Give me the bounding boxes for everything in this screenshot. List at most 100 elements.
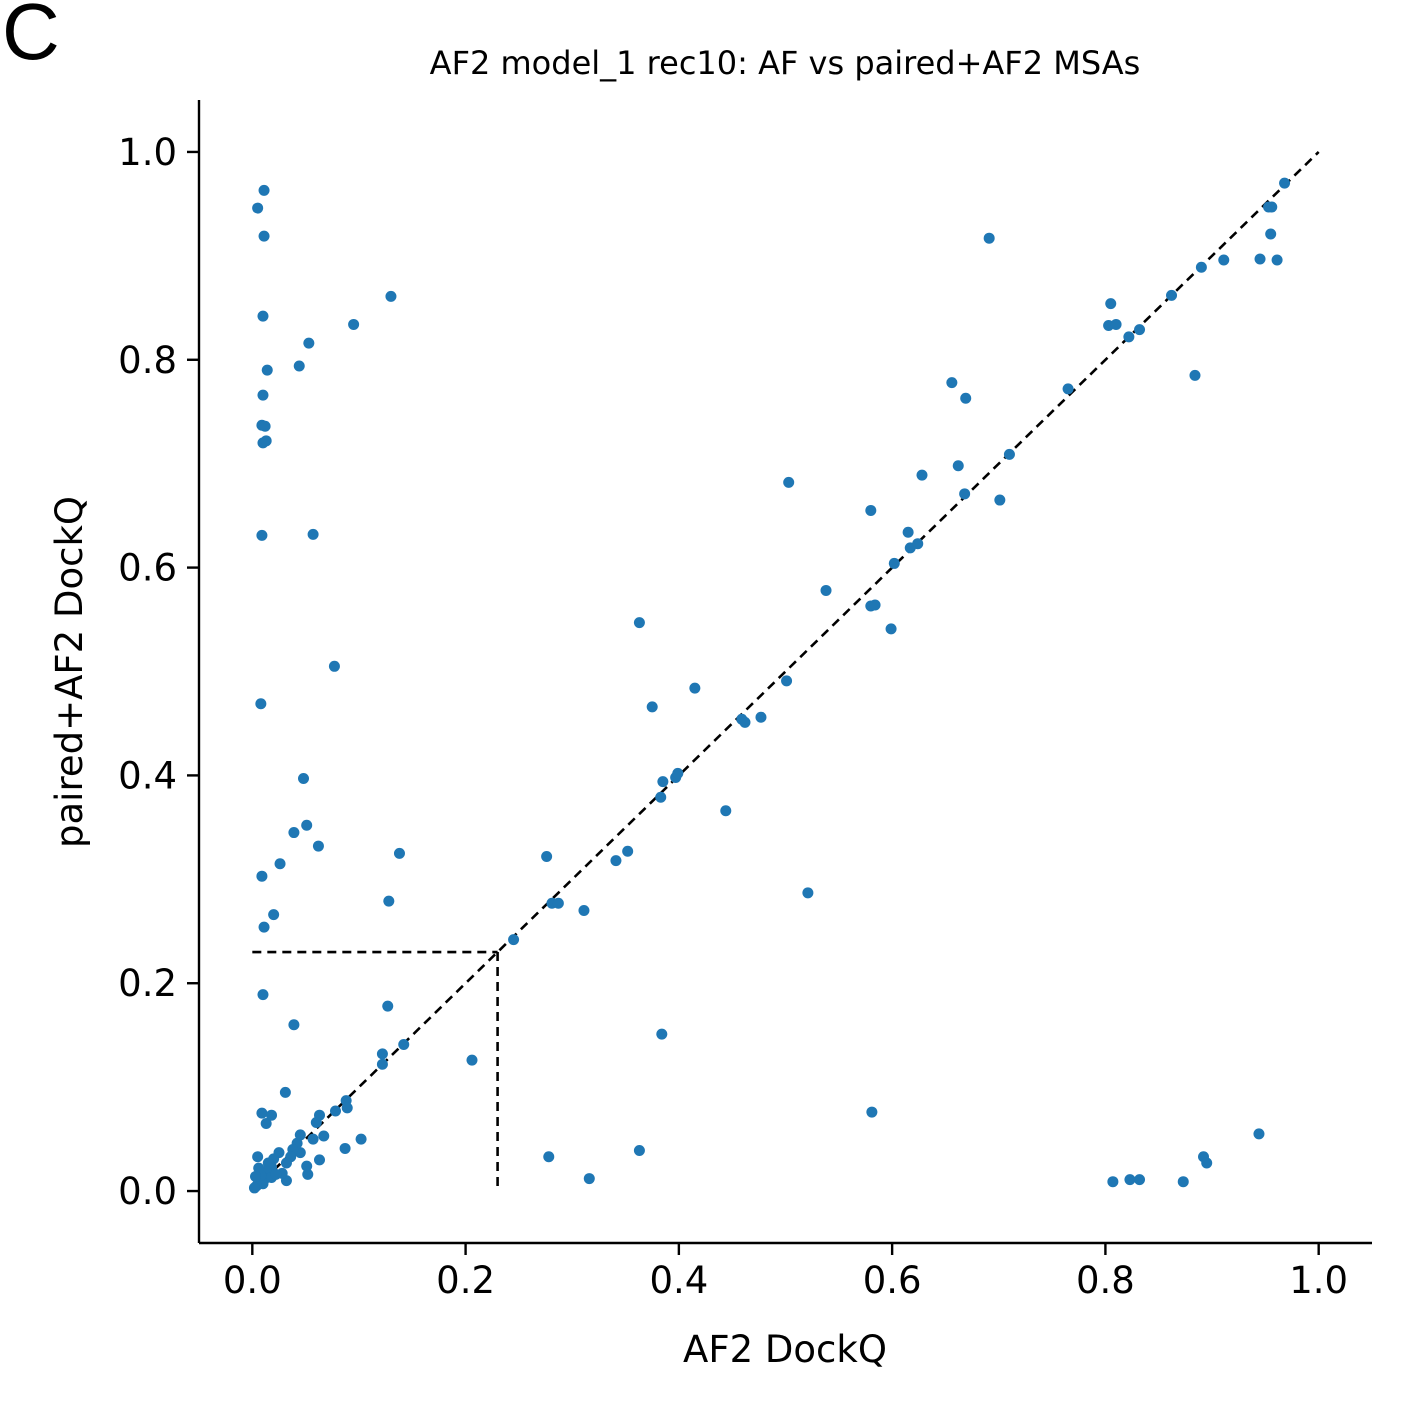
data-point bbox=[541, 850, 553, 862]
data-point bbox=[869, 599, 881, 611]
data-point bbox=[294, 1129, 306, 1141]
data-point bbox=[253, 1162, 265, 1174]
data-point bbox=[657, 776, 669, 788]
data-point bbox=[1189, 369, 1201, 381]
data-point bbox=[1134, 1174, 1146, 1186]
data-point bbox=[1177, 1176, 1189, 1188]
data-point bbox=[398, 1039, 410, 1051]
data-point bbox=[280, 1157, 292, 1169]
y-tick-label: 0.6 bbox=[118, 547, 177, 590]
data-point bbox=[1166, 289, 1178, 301]
y-tick-label: 0.8 bbox=[118, 339, 177, 382]
data-point bbox=[303, 337, 315, 349]
data-point bbox=[312, 840, 324, 852]
data-point bbox=[543, 1151, 555, 1163]
data-point bbox=[916, 469, 928, 481]
data-point bbox=[994, 494, 1006, 506]
data-point bbox=[583, 1173, 595, 1185]
data-point bbox=[1254, 253, 1266, 265]
data-point bbox=[1124, 1174, 1136, 1186]
data-point bbox=[885, 623, 897, 635]
data-point bbox=[288, 1019, 300, 1031]
data-point bbox=[1105, 298, 1117, 310]
data-point bbox=[1271, 254, 1283, 266]
data-point bbox=[960, 392, 972, 404]
diagonal-reference-line bbox=[251, 151, 1320, 1192]
data-point bbox=[1266, 201, 1278, 213]
x-tick-label: 0.0 bbox=[223, 1259, 282, 1302]
data-point bbox=[1134, 324, 1146, 336]
data-point bbox=[329, 1105, 341, 1117]
data-points bbox=[248, 177, 1291, 1194]
data-point bbox=[781, 675, 793, 687]
data-point bbox=[1123, 331, 1135, 343]
data-point bbox=[646, 701, 658, 713]
data-point bbox=[262, 1157, 274, 1169]
data-point bbox=[255, 698, 267, 710]
data-point bbox=[293, 360, 305, 372]
data-point bbox=[258, 230, 270, 242]
data-point bbox=[260, 1118, 272, 1130]
data-point bbox=[256, 1107, 268, 1119]
y-tick-label: 0.2 bbox=[118, 962, 177, 1005]
guide-lines bbox=[251, 151, 1320, 1192]
data-point bbox=[755, 711, 767, 723]
data-point bbox=[328, 660, 340, 672]
data-point bbox=[1107, 1176, 1119, 1188]
data-point bbox=[256, 870, 268, 882]
data-point bbox=[270, 1168, 282, 1180]
data-point bbox=[256, 529, 268, 541]
data-point bbox=[1253, 1128, 1265, 1140]
y-tick-label: 1.0 bbox=[118, 131, 177, 174]
x-tick-label: 0.4 bbox=[649, 1259, 708, 1302]
data-point bbox=[252, 202, 264, 214]
data-point bbox=[257, 310, 269, 322]
data-point bbox=[274, 858, 286, 870]
x-tick-label: 1.0 bbox=[1289, 1259, 1348, 1302]
data-point bbox=[261, 364, 273, 376]
y-axis-label: paired+AF2 DockQ bbox=[48, 496, 91, 848]
data-point bbox=[952, 460, 964, 472]
data-point bbox=[622, 845, 634, 857]
data-point bbox=[983, 232, 995, 244]
data-point bbox=[266, 1109, 278, 1121]
data-point bbox=[1279, 177, 1291, 189]
x-tick-label: 0.8 bbox=[1076, 1259, 1135, 1302]
data-point bbox=[820, 584, 832, 596]
y-tick-label: 0.0 bbox=[118, 1170, 177, 1213]
data-point bbox=[257, 389, 269, 401]
data-point bbox=[257, 989, 269, 1001]
data-point bbox=[307, 1133, 319, 1145]
data-point bbox=[339, 1142, 351, 1154]
data-point bbox=[393, 847, 405, 859]
data-point bbox=[258, 184, 270, 196]
x-tick-label: 0.2 bbox=[436, 1259, 495, 1302]
data-point bbox=[1195, 261, 1207, 273]
data-point bbox=[866, 1106, 878, 1118]
data-point bbox=[348, 318, 360, 330]
data-point bbox=[656, 1028, 668, 1040]
data-point bbox=[318, 1130, 330, 1142]
data-point bbox=[865, 504, 877, 516]
data-point bbox=[252, 1151, 264, 1163]
data-point bbox=[946, 377, 958, 389]
data-point bbox=[258, 921, 270, 933]
data-point bbox=[1265, 228, 1277, 240]
data-point bbox=[1062, 383, 1074, 395]
data-point bbox=[610, 855, 622, 867]
y-tick-label: 0.4 bbox=[118, 754, 177, 797]
data-point bbox=[279, 1086, 291, 1098]
data-point bbox=[633, 617, 645, 629]
data-point bbox=[248, 1182, 260, 1194]
data-point bbox=[298, 773, 310, 785]
data-point bbox=[376, 1058, 388, 1070]
data-point bbox=[302, 1168, 314, 1180]
data-point bbox=[310, 1116, 322, 1128]
chart-title: AF2 model_1 rec10: AF vs paired+AF2 MSAs bbox=[430, 44, 1141, 82]
data-point bbox=[355, 1133, 367, 1145]
data-point bbox=[382, 1000, 394, 1012]
data-point bbox=[260, 435, 272, 447]
data-point bbox=[341, 1102, 353, 1114]
data-point bbox=[1110, 318, 1122, 330]
